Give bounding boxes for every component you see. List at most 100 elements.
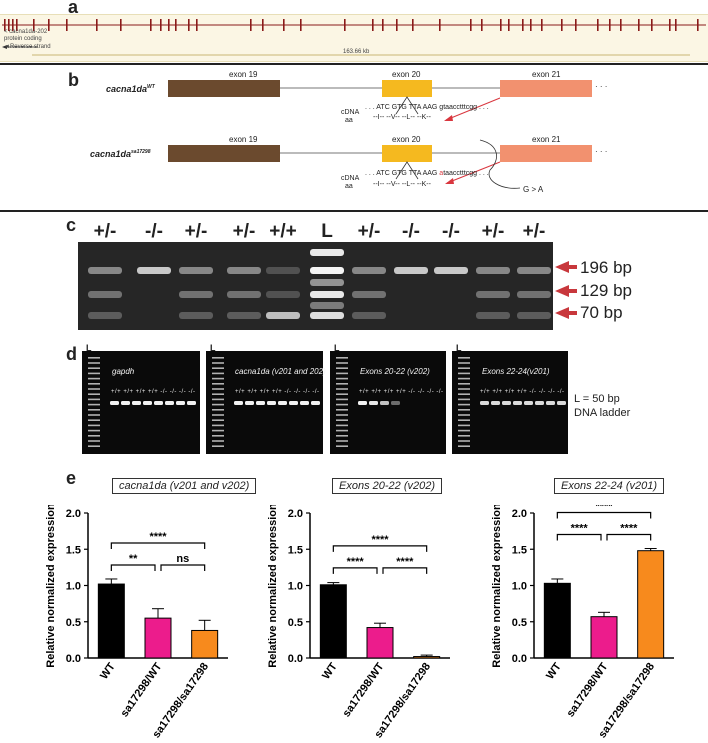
ladder-note-1: L = 50 bp xyxy=(574,393,620,405)
significance-label: ns xyxy=(176,553,189,565)
ladder-band xyxy=(336,357,348,359)
exon-mark xyxy=(470,19,472,31)
gel-band xyxy=(227,291,261,298)
gel-band xyxy=(121,401,130,405)
size-196: 196 bp xyxy=(580,258,632,277)
significance-label: **** xyxy=(347,556,365,568)
ladder-band xyxy=(212,388,224,390)
ladder-band xyxy=(88,403,100,406)
ladder-band xyxy=(336,419,348,421)
mutant-gene-label: cacna1dasa17298 xyxy=(90,149,151,159)
ladder-band xyxy=(88,357,100,359)
exon-mark xyxy=(66,19,68,31)
exon-mark xyxy=(675,19,677,31)
significance-bracket xyxy=(556,511,652,519)
exon-mark xyxy=(96,19,98,31)
ladder-band xyxy=(336,362,348,364)
panel-label-b: b xyxy=(68,70,79,90)
gel-title: Exons 20-22 (v202) xyxy=(360,367,430,376)
gel-band xyxy=(546,401,555,405)
exon21-label: exon 21 xyxy=(532,70,561,79)
ladder-band xyxy=(336,403,348,406)
genotype-label: -/- xyxy=(145,221,163,242)
gel-title: cacna1da (v201 and 202) xyxy=(235,367,326,376)
ladder-band xyxy=(212,357,224,359)
ladder-band xyxy=(88,424,100,427)
exon-mark xyxy=(609,19,611,31)
ladder-band xyxy=(458,383,470,385)
exon-mark xyxy=(250,19,252,31)
y-tick-label: 2.0 xyxy=(288,508,303,520)
bar xyxy=(319,584,347,659)
ladder-band xyxy=(458,440,470,442)
gel-band xyxy=(480,401,489,405)
ladder-band xyxy=(212,414,224,416)
wt-exon19-box xyxy=(168,80,280,97)
y-tick-label: 1.0 xyxy=(512,581,527,593)
gel-band xyxy=(394,267,428,274)
ladder-band xyxy=(336,377,348,380)
gel-cacna1da: L cacna1da (v201 and 202) +/+ +/+ +/+ +/… xyxy=(206,343,326,454)
mut-aa-seq: --I-- --V-- --L-- --K-- xyxy=(373,181,431,188)
x-tick-label: WT xyxy=(98,661,118,682)
wt-exon20-box xyxy=(382,80,432,97)
exon-mark xyxy=(300,19,302,31)
gel-exons-22-24: L Exons 22-24(v201) +/+ +/+ +/+ +/+ -/- … xyxy=(452,343,568,454)
y-tick-label: 0.5 xyxy=(512,617,527,629)
splice-arrow-1 xyxy=(445,97,501,121)
mut-aa-label: aa xyxy=(345,183,353,190)
ladder-band xyxy=(88,393,100,395)
gel-band xyxy=(358,401,367,405)
gel-bands xyxy=(88,357,196,447)
significance-bracket xyxy=(110,542,206,549)
bar xyxy=(366,627,394,659)
ladder-band xyxy=(212,440,224,442)
exon-mark xyxy=(620,19,622,31)
gel-band xyxy=(517,291,551,298)
gel-band xyxy=(352,291,386,298)
exon20-label: exon 20 xyxy=(392,70,421,79)
gel-band xyxy=(310,249,344,256)
gel-band xyxy=(110,401,119,405)
gel-exons-20-22: L Exons 20-22 (v202) +/+ +/+ +/+ +/+ -/-… xyxy=(330,343,446,454)
mut-exon21-box xyxy=(500,145,592,162)
ladder-band xyxy=(336,414,348,416)
y-tick-label: 0.5 xyxy=(288,617,303,629)
chart-title-1: cacna1da (v201 and v202) xyxy=(112,478,257,494)
gel-band xyxy=(179,267,213,274)
exon-mark xyxy=(508,19,510,31)
gel-band xyxy=(476,312,510,319)
ladder-band xyxy=(212,398,224,401)
mut-cdna-seq: . . . ATC GTG TTA AAG ataacctttcgg . . . xyxy=(365,170,489,177)
ladder-band xyxy=(458,393,470,395)
gel-band xyxy=(391,401,400,405)
gel-band xyxy=(278,401,287,405)
gel-band xyxy=(88,267,122,274)
gel-band xyxy=(517,312,551,319)
ladder-band xyxy=(88,372,100,375)
x-tick-label: sa17298/WT xyxy=(565,661,611,720)
genotype-label: -/- xyxy=(442,221,460,242)
exon-mark xyxy=(16,19,18,31)
gel-band xyxy=(132,401,141,405)
exon-mark xyxy=(372,19,374,31)
bar xyxy=(590,616,618,659)
ladder-band xyxy=(458,445,470,447)
genotype-label: +/- xyxy=(232,221,256,242)
exon-mark xyxy=(12,19,14,31)
gel-band xyxy=(154,401,163,405)
ladder-band xyxy=(458,429,470,432)
significance-bracket xyxy=(382,567,428,574)
transcript-name: < cacna1da-202 xyxy=(4,29,48,35)
genotype-label: +/- xyxy=(93,221,117,242)
gel-band xyxy=(179,291,213,298)
bar xyxy=(637,550,665,659)
bar xyxy=(191,629,219,659)
gel-band xyxy=(524,401,533,405)
gel-band xyxy=(476,267,510,274)
ladder-band xyxy=(212,403,224,406)
ladder-band xyxy=(458,372,470,375)
ladder-band xyxy=(458,424,470,427)
wt-continuation: · · · xyxy=(595,82,608,91)
exon-mark xyxy=(481,19,483,31)
